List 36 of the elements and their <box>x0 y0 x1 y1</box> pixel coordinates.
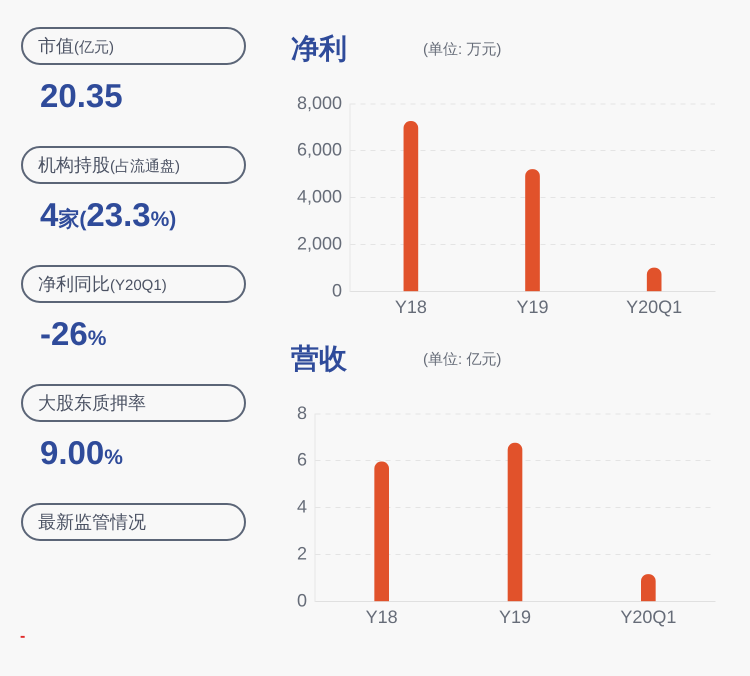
y-tick-label: 4 <box>296 496 308 517</box>
chart-title: 营收 <box>291 342 347 376</box>
pill-outline: 净利同比(Y20Q1) <box>21 265 246 303</box>
x-tick-label: Y18 <box>366 607 398 628</box>
y-tick-label: 0 <box>296 590 308 610</box>
text: 4家(23.3%) <box>40 196 176 233</box>
x-tick-label: Y18 <box>394 297 427 318</box>
y-tick-label: 6,000 <box>296 140 342 160</box>
x-tick-label: Y20Q1 <box>620 607 676 628</box>
bar <box>646 268 662 292</box>
text: - <box>20 627 26 647</box>
y-tick-label: 8,000 <box>296 92 342 113</box>
x-tick-label: Y19 <box>498 607 532 628</box>
pill-outline: 市值(亿元) <box>21 27 246 65</box>
bar <box>525 169 540 292</box>
bar <box>508 442 522 602</box>
y-tick-label: 2,000 <box>296 233 342 254</box>
chart-subtitle: (单位: 万元) <box>423 40 502 60</box>
pill-outline: 大股东质押率 <box>21 384 246 422</box>
text: 9.00% <box>40 434 123 471</box>
x-tick-label: Y20Q1 <box>626 297 682 318</box>
y-tick-label: 2 <box>296 543 308 564</box>
bar <box>374 462 390 602</box>
y-tick-label: 0 <box>332 280 342 300</box>
pill-outline: 机构持股(占流通盘) <box>21 146 246 184</box>
chart-subtitle: (单位: 亿元) <box>423 350 502 370</box>
y-tick-label: 4,000 <box>296 186 342 207</box>
bar <box>641 574 656 602</box>
chart-title: 净利 <box>291 32 347 66</box>
text: 20.35 <box>40 77 123 114</box>
x-tick-label: Y19 <box>516 297 549 318</box>
y-tick-label: 8 <box>296 402 308 423</box>
bar <box>404 121 418 292</box>
pill-outline: 最新监管情况 <box>21 503 246 541</box>
y-tick-label: 6 <box>296 450 308 470</box>
text: -26% <box>40 315 106 352</box>
